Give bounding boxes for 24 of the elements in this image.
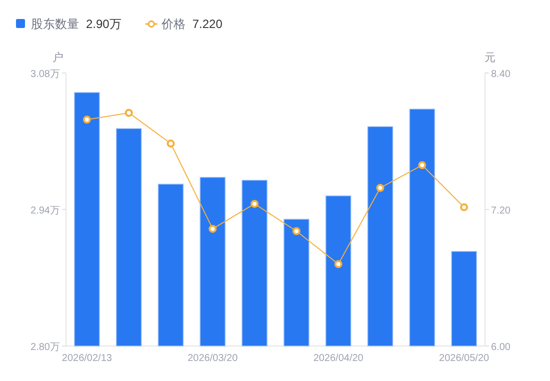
x-tick-label: 2026/05/20 (439, 353, 490, 364)
y2-tick-label: 7.20 (491, 206, 511, 216)
x-tick-label: 2026/03/20 (188, 353, 238, 364)
point (460, 203, 468, 212)
y-tick-label: 3.08万 (30, 69, 60, 80)
y2-tick-label: 6.00 (491, 342, 511, 353)
point (166, 140, 175, 148)
point (124, 108, 133, 117)
point (334, 260, 342, 268)
legend-label: 股东数量 (31, 17, 79, 31)
y2-axis-title: 元 (484, 52, 496, 64)
legend-label: 价格 (160, 17, 186, 31)
x-tick-label: 2026/04/20 (313, 353, 364, 364)
y-axis-title: 户 (52, 51, 64, 64)
y-tick-label: 2.94万 (30, 206, 60, 216)
point (250, 200, 259, 208)
y-tick-label: 2.80万 (30, 342, 60, 353)
y2-tick-label: 8.40 (491, 69, 511, 80)
point (376, 184, 384, 192)
point (82, 116, 91, 124)
x-tick-label: 2026/02/13 (62, 353, 112, 364)
point (418, 161, 426, 170)
point (292, 227, 300, 236)
point (208, 224, 217, 233)
